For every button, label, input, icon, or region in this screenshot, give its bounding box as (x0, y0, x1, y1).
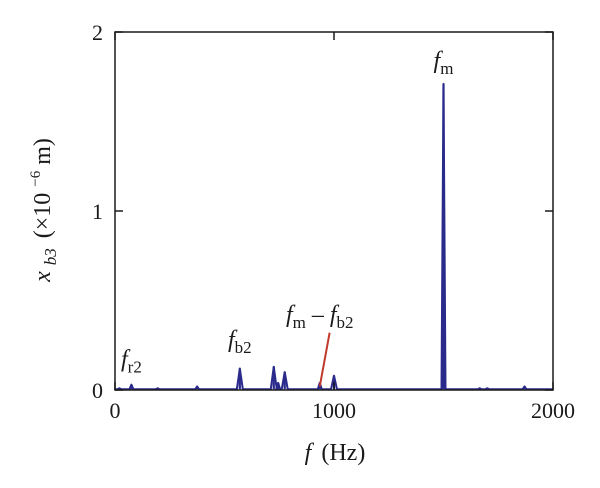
y-axis-unit-prefix: (×10 (30, 193, 56, 239)
x-axis-symbol: f (305, 440, 315, 466)
axes: 0 1000 2000 0 1 2 (92, 20, 575, 423)
peak-annotation: fr2 (121, 347, 142, 377)
y-axis-symbol: x (30, 271, 56, 283)
y-tick-label: 1 (92, 199, 103, 224)
spectrum-line (115, 82, 553, 391)
peak-annotation: fm – fb2 (286, 302, 354, 332)
y-axis-exponent: −6 (28, 170, 44, 186)
y-tick-label: 2 (92, 20, 103, 45)
y-axis-unit-suffix: m) (30, 138, 56, 165)
x-tick-label: 1000 (312, 398, 356, 423)
plot-frame (114, 31, 554, 391)
y-axis-label: x b3 (×10 −6 m) (20, 138, 62, 283)
x-tick-label: 0 (110, 398, 121, 423)
peak-annotation: fb2 (228, 327, 252, 357)
x-tick-label: 2000 (531, 398, 575, 423)
x-axis-label: f (Hz) (305, 440, 366, 466)
annotation-pointer (318, 332, 331, 387)
plot-area (115, 82, 553, 391)
x-axis-unit: (Hz) (321, 440, 365, 466)
y-tick-label: 0 (92, 378, 103, 403)
y-axis-subscript: b3 (41, 248, 60, 265)
peak-annotation: fm (434, 48, 454, 78)
annotations: fr2 fb2 fm fm – fb2 (121, 48, 453, 387)
